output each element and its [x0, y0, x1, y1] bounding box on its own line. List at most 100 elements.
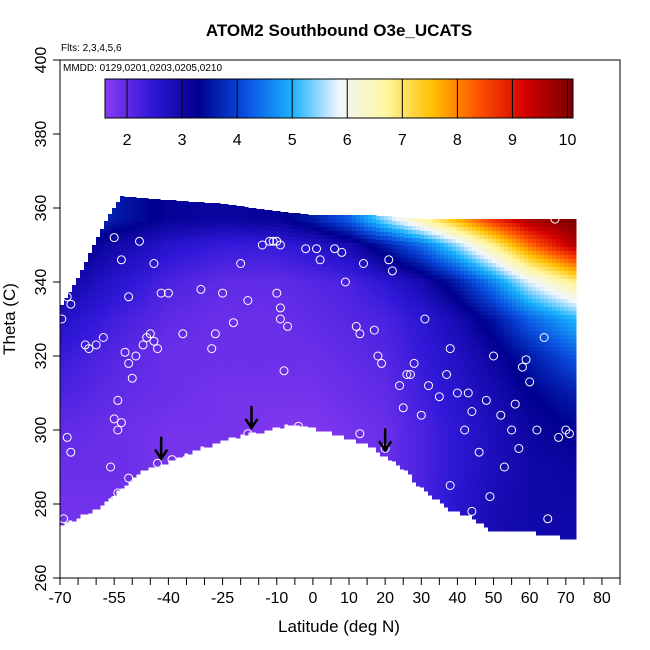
field-cell	[96, 393, 101, 398]
field-cell	[132, 229, 137, 234]
field-cell	[76, 478, 81, 483]
field-cell	[80, 294, 85, 299]
field-cell	[260, 253, 265, 258]
field-cell	[100, 249, 105, 254]
field-cell	[180, 213, 185, 218]
field-cell	[352, 223, 357, 228]
field-cell	[76, 314, 81, 319]
field-cell	[76, 422, 81, 427]
field-cell	[332, 243, 337, 248]
field-cell	[320, 223, 325, 228]
field-cell	[312, 287, 317, 292]
field-cell	[208, 383, 213, 388]
field-cell	[292, 389, 297, 394]
field-cell	[60, 457, 65, 462]
field-cell	[84, 314, 89, 319]
field-cell	[372, 267, 377, 272]
field-cell	[200, 266, 205, 271]
field-cell	[72, 509, 77, 514]
field-cell	[240, 254, 245, 259]
field-cell	[140, 230, 145, 235]
field-cell	[148, 271, 153, 276]
field-cell	[224, 420, 229, 425]
field-cell	[76, 498, 81, 503]
field-cell	[208, 355, 213, 360]
field-cell	[256, 269, 261, 274]
field-cell	[208, 267, 213, 272]
field-cell	[236, 226, 241, 231]
field-cell	[320, 335, 325, 340]
field-cell	[120, 212, 125, 217]
field-cell	[104, 289, 109, 294]
field-cell	[332, 375, 337, 380]
field-cell	[92, 457, 97, 462]
field-cell	[312, 415, 317, 420]
field-cell	[64, 466, 69, 471]
field-cell	[184, 345, 189, 350]
field-cell	[144, 386, 149, 391]
field-cell	[136, 318, 141, 323]
field-cell	[380, 356, 385, 361]
field-cell	[344, 379, 349, 384]
field-cell	[108, 326, 113, 331]
field-cell	[224, 260, 229, 265]
field-cell	[332, 307, 337, 312]
field-cell	[352, 303, 357, 308]
field-cell	[192, 438, 197, 443]
field-cell	[116, 386, 121, 391]
field-cell	[284, 420, 289, 425]
field-cell	[128, 301, 133, 306]
field-cell	[148, 239, 153, 244]
field-cell	[80, 474, 85, 479]
field-cell	[84, 510, 89, 515]
field-cell	[148, 219, 153, 224]
field-cell	[360, 239, 365, 244]
field-cell	[192, 210, 197, 215]
field-cell	[288, 421, 293, 426]
field-cell	[216, 435, 221, 440]
field-cell	[96, 241, 101, 246]
field-cell	[344, 251, 349, 256]
field-cell	[172, 408, 177, 413]
field-cell	[380, 448, 385, 453]
field-cell	[364, 343, 369, 348]
field-cell	[164, 220, 169, 225]
field-cell	[220, 240, 225, 245]
field-cell	[168, 344, 173, 349]
field-cell	[268, 330, 273, 335]
field-cell	[144, 222, 149, 227]
field-cell	[276, 415, 281, 420]
field-cell	[348, 319, 353, 324]
field-cell	[112, 216, 117, 221]
field-cell	[120, 224, 125, 229]
field-cell	[60, 437, 65, 442]
field-cell	[72, 469, 77, 474]
field-cell	[72, 441, 77, 446]
field-cell	[124, 385, 129, 390]
field-cell	[76, 318, 81, 323]
field-cell	[256, 253, 261, 258]
field-cell	[92, 389, 97, 394]
field-cell	[312, 319, 317, 324]
field-cell	[376, 336, 381, 341]
field-cell	[244, 363, 249, 368]
field-cell	[236, 398, 241, 403]
field-cell	[260, 385, 265, 390]
field-cell	[188, 210, 193, 215]
field-cell	[368, 355, 373, 360]
field-cell	[308, 387, 313, 392]
field-cell	[288, 373, 293, 378]
field-cell	[88, 329, 93, 334]
field-cell	[272, 283, 277, 288]
field-cell	[168, 428, 173, 433]
field-cell	[352, 435, 357, 440]
field-cell	[288, 385, 293, 390]
field-cell	[108, 406, 113, 411]
field-cell	[376, 388, 381, 393]
field-cell	[328, 263, 333, 268]
field-cell	[296, 317, 301, 322]
field-cell	[148, 355, 153, 360]
field-cell	[92, 269, 97, 274]
field-cell	[200, 394, 205, 399]
field-cell	[368, 311, 373, 316]
